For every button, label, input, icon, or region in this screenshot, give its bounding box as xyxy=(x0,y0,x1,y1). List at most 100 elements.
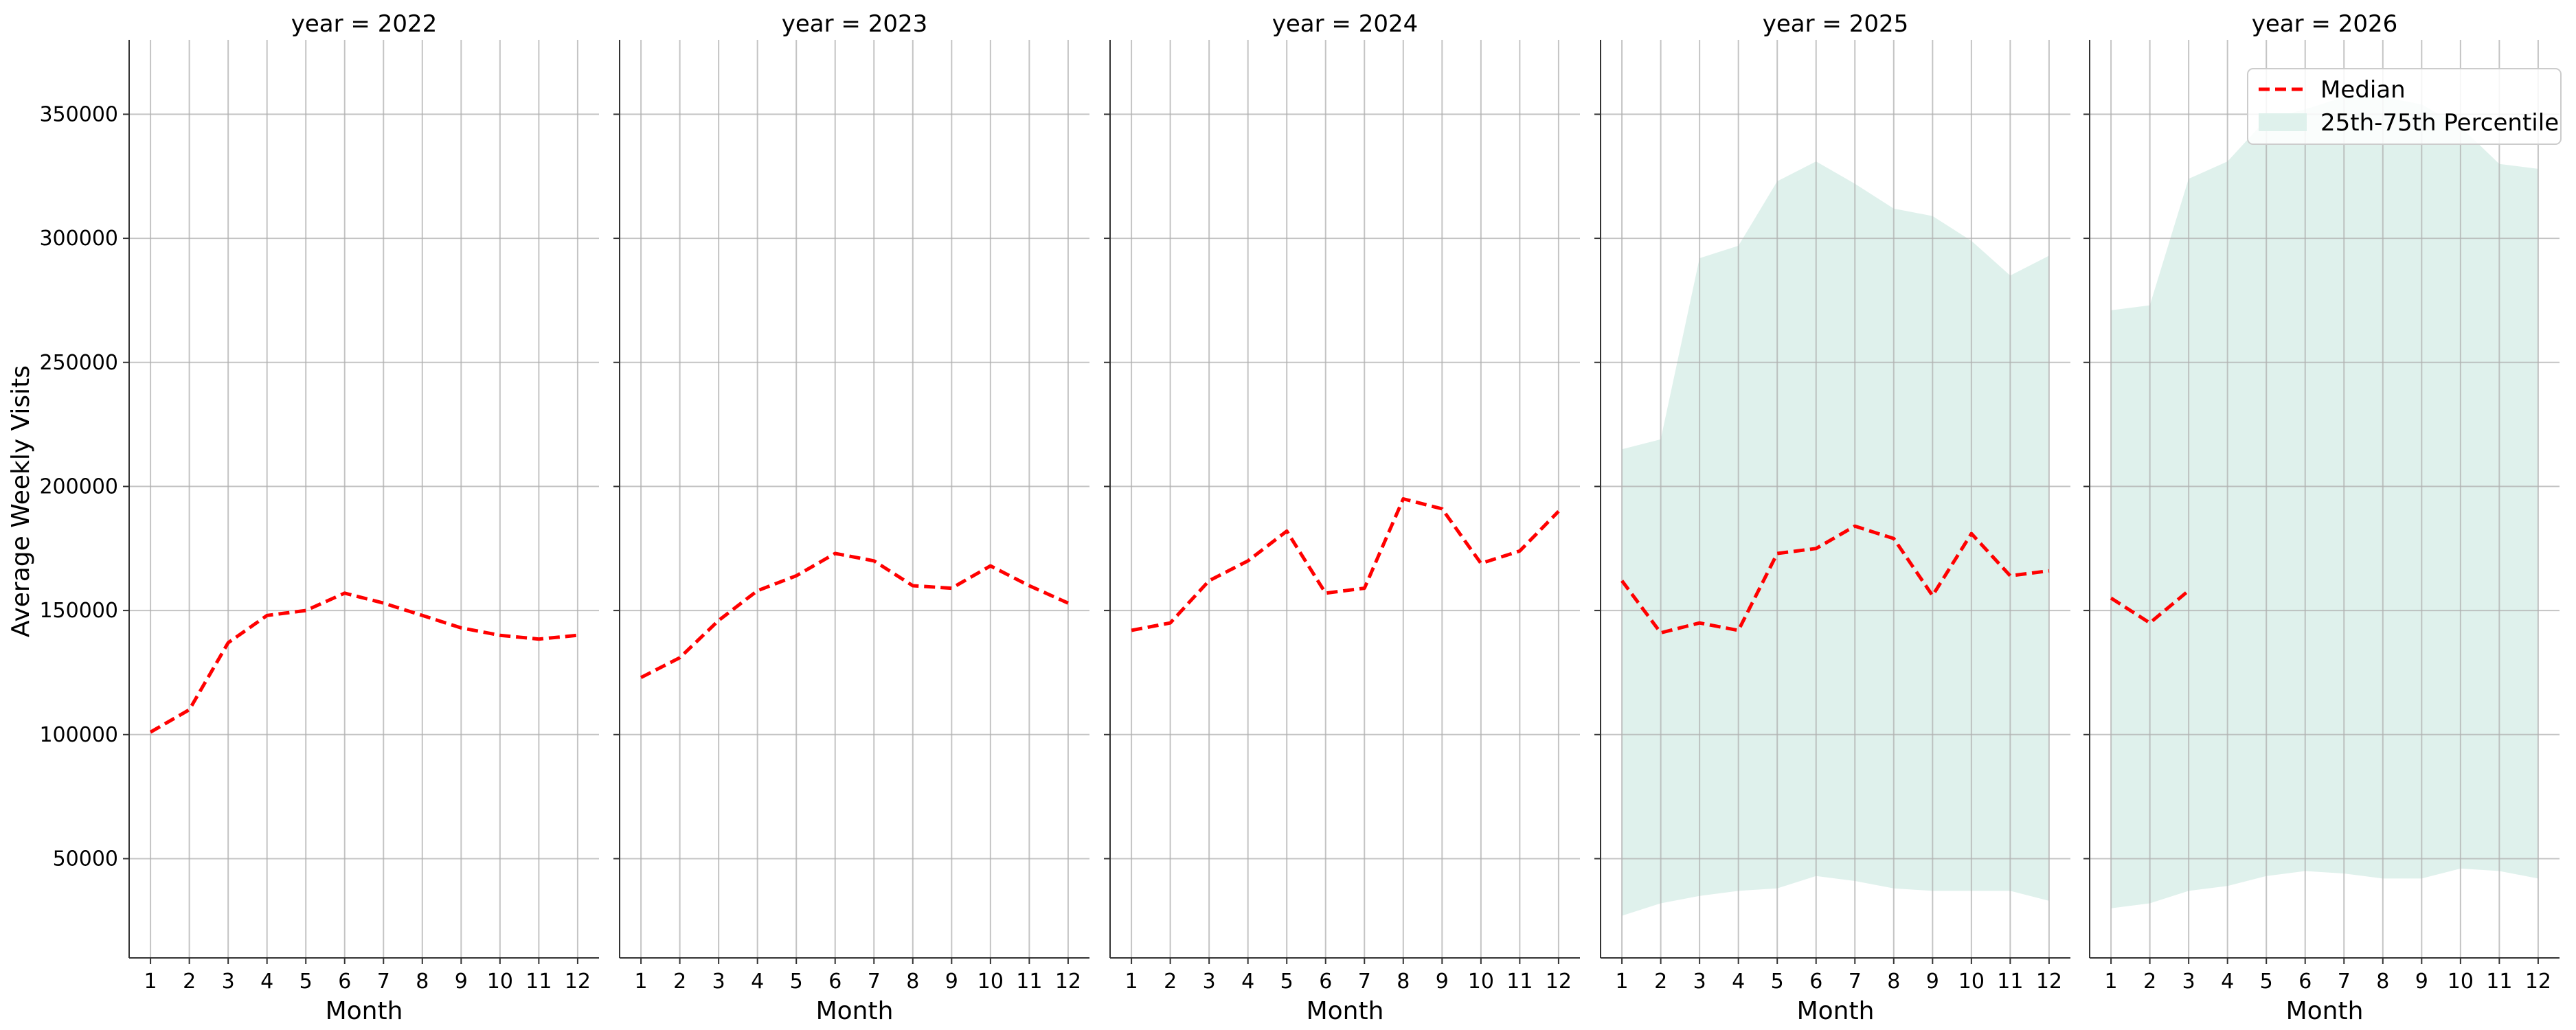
x-tick-label: 11 xyxy=(1016,970,1042,994)
x-tick-label: 7 xyxy=(1358,970,1371,994)
gridlines xyxy=(2090,40,2560,958)
panel-title: year = 2026 xyxy=(2252,10,2397,38)
legend: Median 25th-75th Percentile xyxy=(2247,68,2562,145)
x-tick-label: 7 xyxy=(1849,970,1862,994)
y-tick-label: 100000 xyxy=(39,723,118,747)
x-tick-label: 2 xyxy=(1654,970,1667,994)
x-tick-label: 3 xyxy=(712,970,725,994)
x-tick-label: 4 xyxy=(260,970,273,994)
gridlines xyxy=(1601,40,2070,958)
x-axis-label: Month xyxy=(1307,997,1384,1025)
y-tick-label: 50000 xyxy=(53,847,118,871)
x-tick-label: 5 xyxy=(1280,970,1293,994)
x-tick-label: 8 xyxy=(906,970,919,994)
x-tick-label: 6 xyxy=(828,970,841,994)
x-tick-label: 5 xyxy=(790,970,803,994)
x-tick-label: 11 xyxy=(1506,970,1533,994)
x-tick-label: 8 xyxy=(1887,970,1900,994)
x-tick-label: 2 xyxy=(183,970,196,994)
x-tick-label: 5 xyxy=(1771,970,1784,994)
x-axis-label: Month xyxy=(326,997,403,1025)
x-tick-label: 9 xyxy=(2415,970,2428,994)
x-tick-label: 6 xyxy=(2298,970,2312,994)
percentile-band xyxy=(1622,161,2049,916)
panels-layer: 50000 100000 150000 200000 250000 300000 35000… xyxy=(39,10,2560,1025)
x-tick-label: 1 xyxy=(2105,970,2118,994)
panel-title: year = 2022 xyxy=(291,10,437,38)
x-tick-label: 1 xyxy=(144,970,157,994)
x-tick-label: 12 xyxy=(2036,970,2062,994)
x-tick-label: 10 xyxy=(1958,970,1985,994)
x-tick-label: 8 xyxy=(416,970,429,994)
x-tick-label: 3 xyxy=(1693,970,1706,994)
x-tick-label: 7 xyxy=(377,970,390,994)
y-tick-label: 250000 xyxy=(39,351,118,375)
x-axis-label: Month xyxy=(2286,997,2364,1025)
x-tick-label: 7 xyxy=(868,970,881,994)
x-tick-label: 12 xyxy=(1055,970,1081,994)
x-tick-label: 3 xyxy=(2182,970,2195,994)
x-axis-label: Month xyxy=(816,997,894,1025)
median-line xyxy=(1131,497,1560,632)
gridlines xyxy=(620,40,1089,958)
x-tick-label: 10 xyxy=(487,970,513,994)
x-tick-label: 6 xyxy=(338,970,351,994)
y-tick-label: 200000 xyxy=(39,474,118,499)
panel-1: 50000 100000 150000 200000 250000 300000 35000… xyxy=(39,10,599,1025)
x-tick-label: 6 xyxy=(1319,970,1332,994)
x-tick-label: 6 xyxy=(1809,970,1822,994)
x-tick-label: 10 xyxy=(1468,970,1494,994)
panel-title: year = 2023 xyxy=(782,10,927,38)
x-tick-label: 7 xyxy=(2338,970,2351,994)
x-tick-label: 4 xyxy=(1732,970,1745,994)
x-tick-label: 12 xyxy=(2525,970,2551,994)
x-tick-label: 12 xyxy=(565,970,591,994)
panel-title: year = 2024 xyxy=(1272,10,1418,38)
x-tick-label: 11 xyxy=(526,970,552,994)
legend-median-label: Median xyxy=(2320,76,2406,104)
median-line xyxy=(640,551,1069,679)
y-tick-label: 300000 xyxy=(39,227,118,251)
x-tick-label: 2 xyxy=(2143,970,2156,994)
x-axis-label: Month xyxy=(1797,997,1875,1025)
x-tick-label: 4 xyxy=(1241,970,1254,994)
panel-title: year = 2025 xyxy=(1763,10,1908,38)
legend-frame xyxy=(2247,68,2562,145)
x-tick-label: 11 xyxy=(2486,970,2512,994)
x-tick-label: 5 xyxy=(2260,970,2273,994)
x-tick-label: 3 xyxy=(222,970,235,994)
x-tick-label: 3 xyxy=(1203,970,1216,994)
x-tick-label: 1 xyxy=(1616,970,1629,994)
x-tick-label: 9 xyxy=(1436,970,1449,994)
x-tick-label: 10 xyxy=(2448,970,2474,994)
y-tick-label: 150000 xyxy=(39,599,118,623)
x-tick-label: 9 xyxy=(945,970,958,994)
x-tick-label: 1 xyxy=(635,970,648,994)
x-tick-label: 9 xyxy=(1926,970,1939,994)
legend-band-swatch xyxy=(2259,113,2307,131)
x-tick-label: 8 xyxy=(1397,970,1410,994)
x-tick-label: 8 xyxy=(2376,970,2389,994)
percentile-band xyxy=(2111,97,2538,908)
y-tick-label: 350000 xyxy=(39,102,118,126)
x-tick-label: 9 xyxy=(455,970,468,994)
x-tick-label: 12 xyxy=(1546,970,1572,994)
x-tick-label: 2 xyxy=(1164,970,1177,994)
x-tick-label: 11 xyxy=(1997,970,2023,994)
gridlines xyxy=(1110,40,1580,958)
legend-band-label: 25th-75th Percentile xyxy=(2320,109,2559,137)
percentile-band-group xyxy=(1622,161,2049,916)
median-line xyxy=(149,591,578,734)
y-axis-label: Average Weekly Visits xyxy=(7,365,35,637)
x-tick-label: 5 xyxy=(300,970,313,994)
x-tick-label: 4 xyxy=(751,970,764,994)
x-tick-label: 1 xyxy=(1125,970,1138,994)
x-tick-label: 4 xyxy=(2221,970,2234,994)
x-tick-label: 2 xyxy=(673,970,686,994)
x-tick-label: 10 xyxy=(978,970,1004,994)
